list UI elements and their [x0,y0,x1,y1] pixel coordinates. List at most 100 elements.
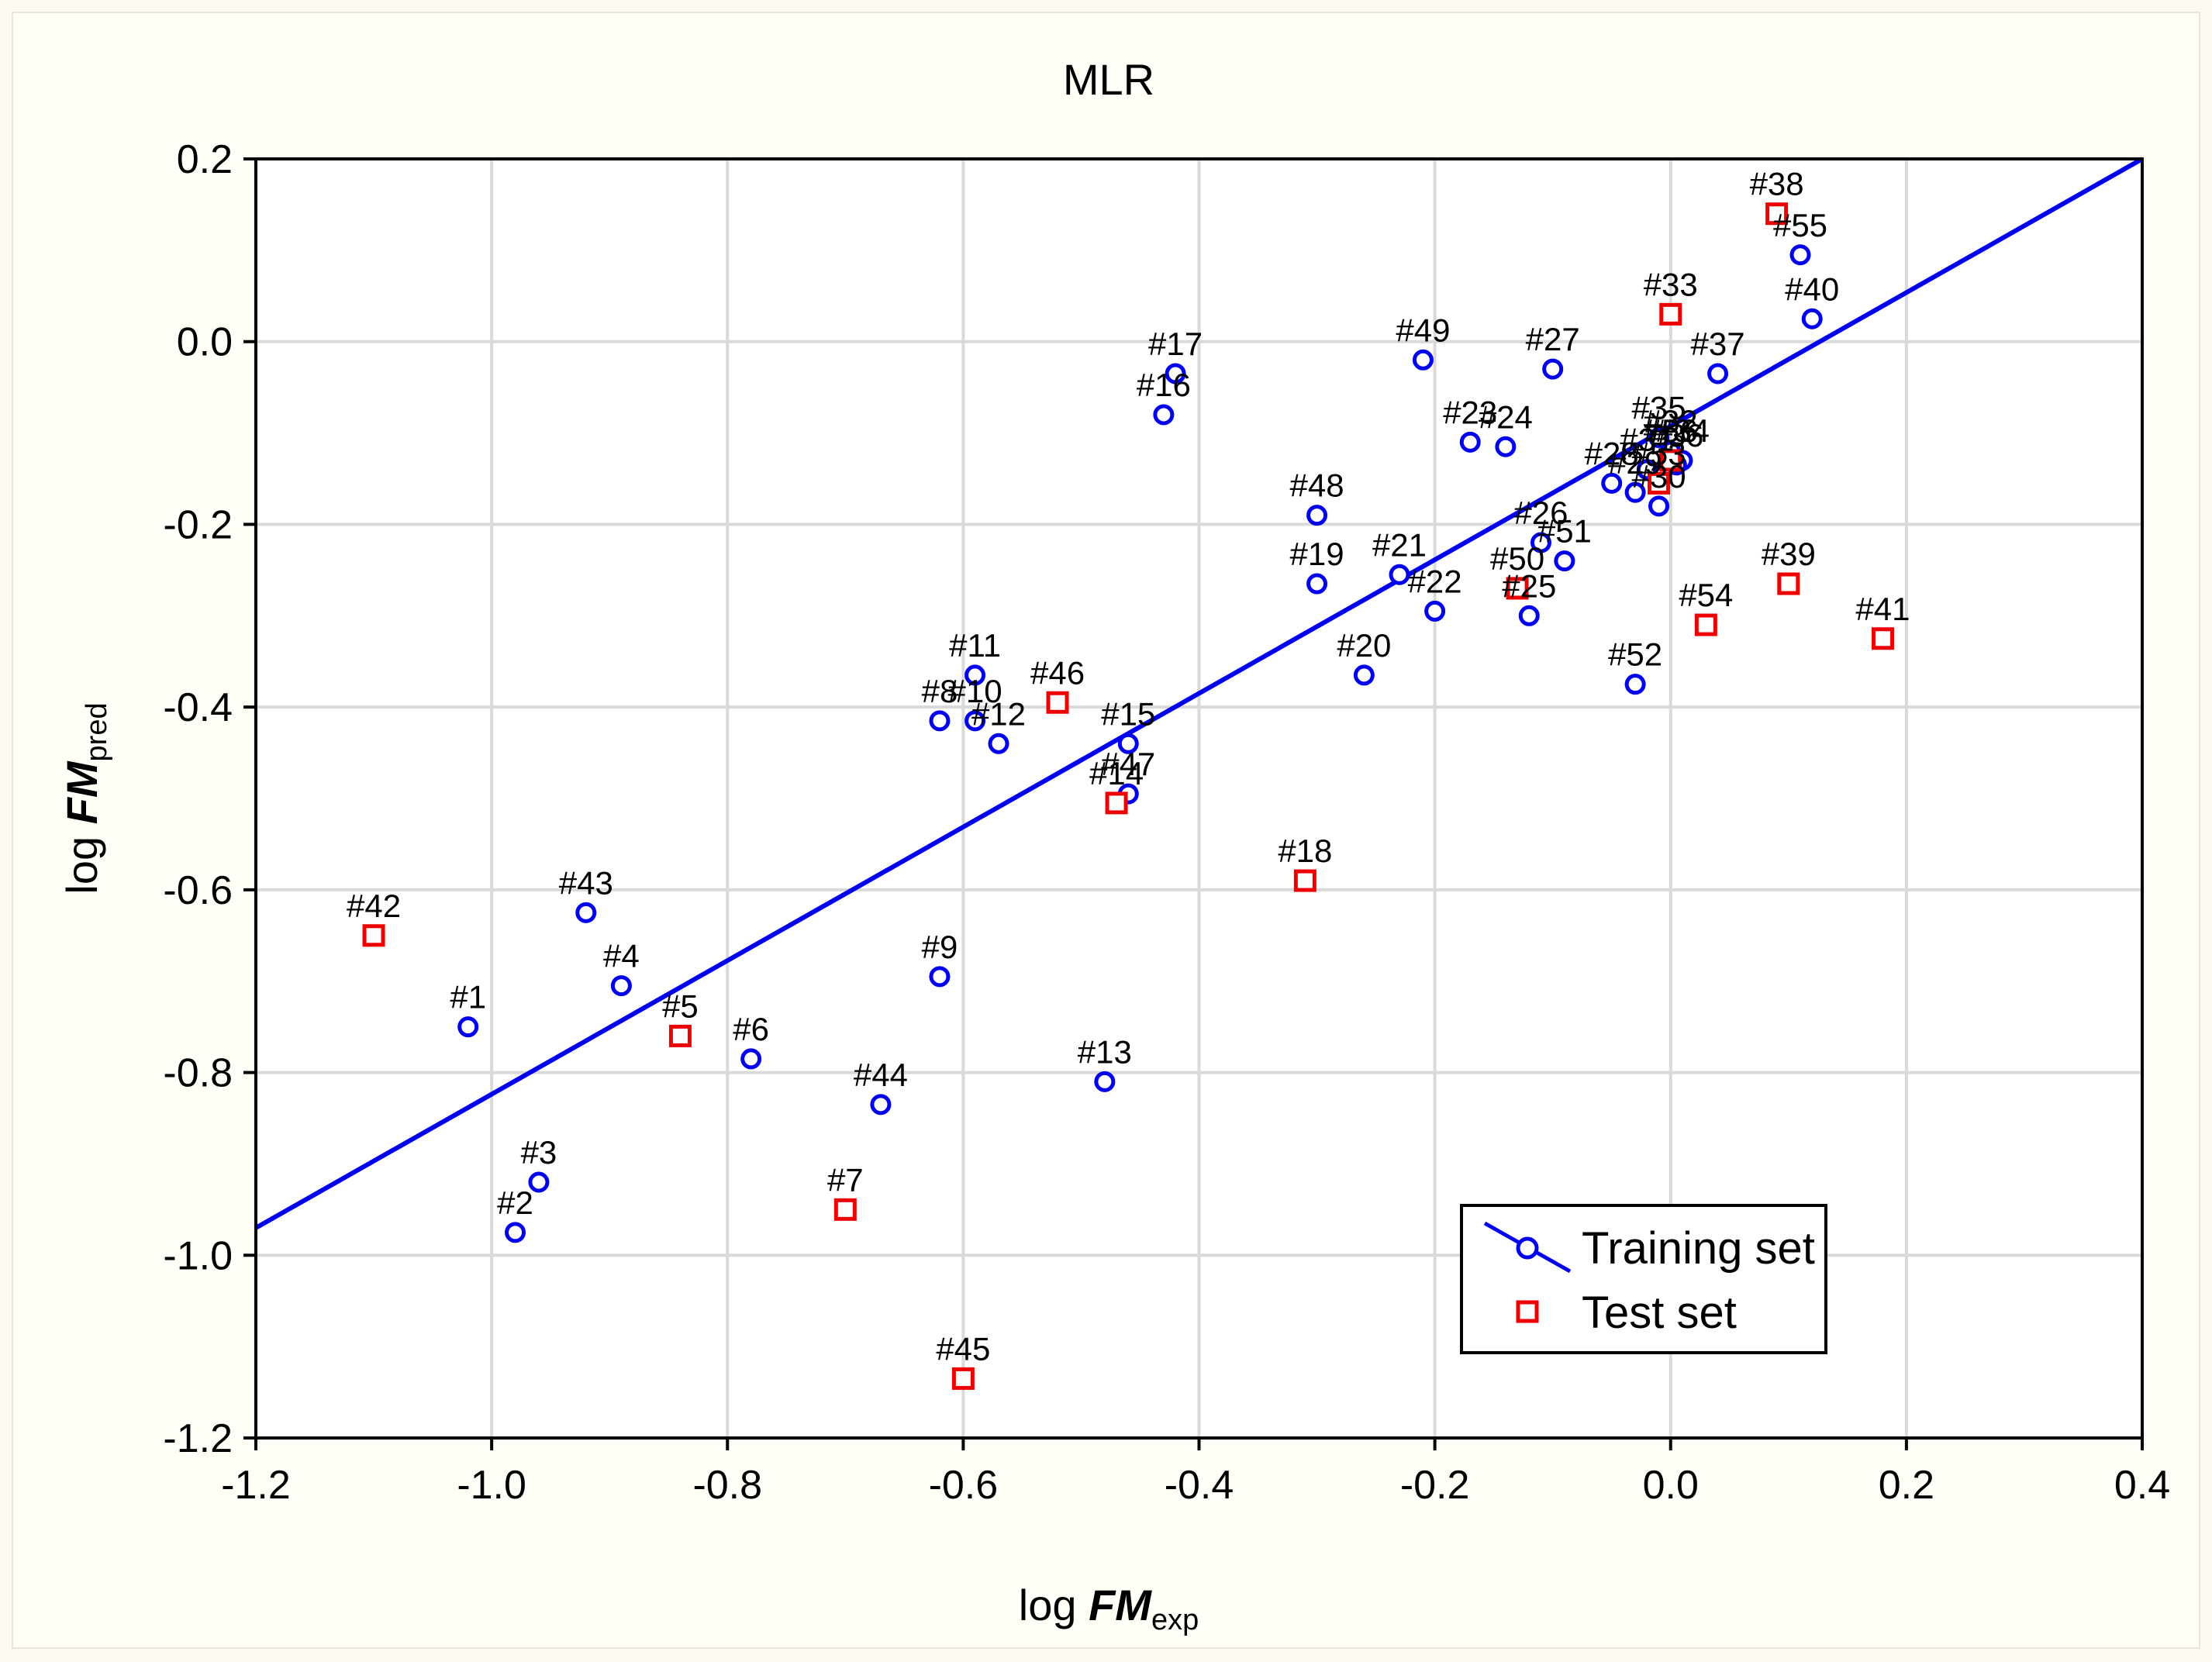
x-axis-label-prefix: log [1019,1581,1089,1629]
point-label: #23 [1443,394,1497,430]
point-label: #28 [1585,435,1639,471]
point-label: #50 [1490,540,1544,577]
point-label: #33 [1644,266,1698,302]
axis-ticks [243,157,2144,1450]
x-axis-label: log FMexp [1019,1581,1199,1636]
training-point [1554,550,1575,572]
point-label: #37 [1691,326,1745,362]
training-point [988,733,1009,754]
point-label: #6 [733,1011,769,1047]
test-point [1659,449,1682,472]
test-point [1777,572,1800,595]
point-label: #14 [1089,755,1144,791]
training-point [929,966,951,988]
point-label: #47 [1101,746,1155,782]
training-point [1495,436,1517,457]
training-point [1707,363,1729,384]
point-label: #32 [1644,403,1698,440]
point-label: #18 [1278,833,1332,869]
test-point [1871,627,1894,650]
training-point [1165,363,1186,384]
point-label: #19 [1290,536,1344,572]
test-point [1293,869,1317,892]
point-label: #49 [1396,312,1450,348]
training-point [1530,532,1551,553]
training-point [870,1094,892,1115]
x-axis-label-main: FM [1089,1581,1152,1629]
training-point [1306,573,1328,595]
x-tick-label: 0.4 [2114,1463,2170,1508]
training-point [965,664,986,686]
point-label: #9 [922,929,958,965]
test-point [1046,691,1069,714]
training-point [1153,404,1175,426]
x-tick-label: -1.0 [457,1463,526,1508]
point-label: #11 [949,627,1001,664]
y-axis-label-sub: pred [81,702,113,761]
point-label: #42 [347,888,401,924]
point-label: #13 [1078,1033,1132,1070]
training-point [1624,674,1646,695]
y-axis-label-prefix: log [57,824,106,894]
training-point [740,1048,762,1070]
y-tick-labels: -1.2 -1.0 -0.8 -0.6 -0.4 -0.2 0.0 0.2 [163,137,233,1461]
training-point [1412,349,1434,371]
y-tick-label: -1.2 [163,1416,233,1461]
training-point [575,902,597,923]
test-point [668,1024,692,1047]
point-label: #44 [854,1057,908,1093]
training-point [457,1016,479,1038]
data-points [362,202,1894,1390]
point-label: #24 [1479,398,1533,435]
point-label: #20 [1337,627,1391,664]
x-tick-label: -1.2 [221,1463,291,1508]
training-point [528,1171,550,1193]
legend: Training set Test set [1460,1204,1827,1354]
point-label: #3 [521,1134,557,1171]
training-point [1601,472,1623,494]
x-axis-label-sub: exp [1151,1604,1199,1636]
legend-marker-test [1516,1300,1539,1323]
test-point [951,1367,975,1390]
test-point [1648,471,1671,495]
y-tick-label: -0.4 [163,685,233,730]
point-label: #8 [922,673,958,709]
point-label: #12 [971,695,1026,732]
x-tick-labels: -1.2 -1.0 -0.8 -0.6 -0.4 -0.2 0.0 0.2 0.4 [221,1463,2170,1508]
point-label: #7 [827,1161,864,1198]
legend-box [1460,1204,1827,1354]
point-label: #51 [1537,513,1592,550]
test-point [1105,791,1128,815]
point-label: #22 [1408,563,1462,599]
point-label: #53 [1632,435,1686,471]
training-point [929,710,951,732]
point-label: #36 [1649,417,1703,453]
training-point [1542,358,1564,380]
point-label: #46 [1030,654,1085,691]
point-label: #39 [1762,536,1816,572]
training-point [1624,481,1646,503]
point-label: #27 [1526,321,1580,357]
training-point [1389,564,1410,585]
point-label: #40 [1785,271,1839,307]
training-point [1424,600,1446,622]
x-tick-label: 0.2 [1879,1463,1934,1508]
x-tick-label: -0.2 [1400,1463,1470,1508]
point-label: #38 [1750,166,1804,202]
test-point [1765,202,1789,226]
test-point [1659,302,1682,326]
point-label: #16 [1137,367,1191,403]
point-label: #29 [1608,444,1662,481]
training-point [1789,244,1811,266]
y-tick-label: -1.0 [163,1233,233,1278]
y-axis-label-main: FM [57,760,106,824]
training-point [1353,664,1375,686]
training-point [505,1222,526,1243]
regression-line [254,157,2144,1230]
point-label: #30 [1632,458,1686,495]
x-tick-label: -0.4 [1165,1463,1234,1508]
y-axis-label: log FMpred [57,702,113,894]
legend-label-training: Training set [1582,1223,1815,1274]
point-label: #31 [1620,422,1674,458]
